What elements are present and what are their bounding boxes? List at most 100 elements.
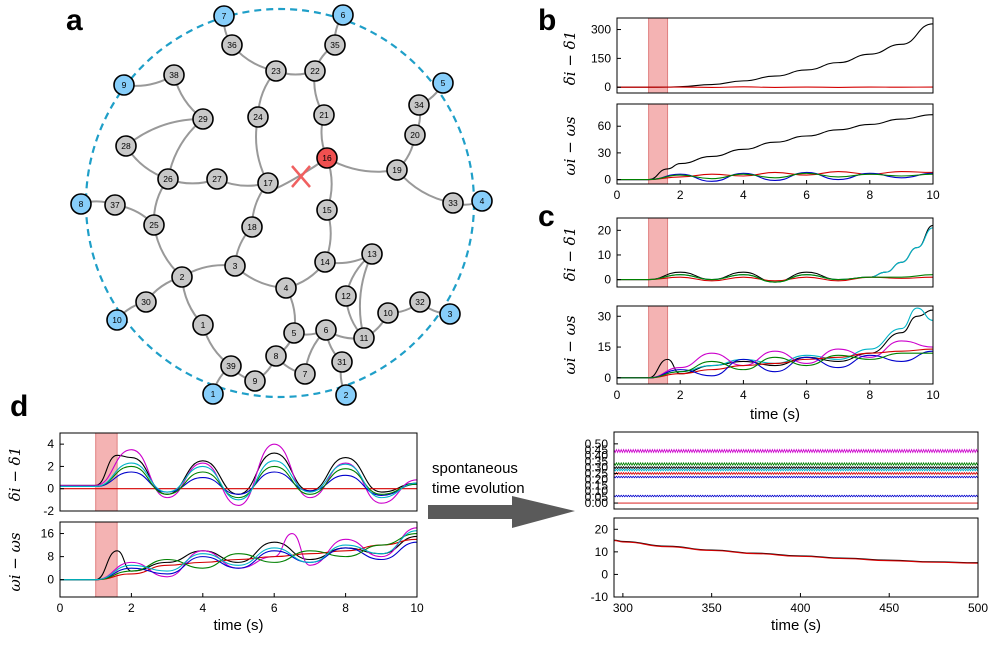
y-tick-label: 300: [591, 23, 611, 37]
network-node-interior: 30: [135, 291, 157, 313]
series-line: [60, 541, 417, 581]
x-tick-label: 10: [926, 388, 940, 402]
panel-label-b: b: [538, 4, 556, 37]
oscillating-series: [614, 475, 978, 479]
x-tick-label: 0: [614, 388, 621, 402]
node-label: 14: [320, 257, 330, 267]
node-label: 34: [414, 100, 424, 110]
x-tick-label: 6: [803, 388, 810, 402]
network-node-boundary: 8: [70, 193, 92, 215]
node-label: 2: [180, 272, 185, 282]
series-line: [617, 348, 933, 379]
node-circle: [143, 214, 165, 236]
node-label: 16: [322, 153, 332, 163]
perturbation-window: [648, 103, 669, 185]
y-tick-label: -10: [591, 590, 609, 604]
node-circle: [377, 302, 399, 324]
node-circle: [163, 64, 185, 86]
node-circle: [171, 266, 193, 288]
network-node-boundary: 6: [332, 4, 354, 26]
line-failure-mark: [291, 165, 311, 188]
y-tick-label: 10: [595, 545, 609, 559]
network-node-interior: 12: [335, 285, 357, 307]
network-node-interior: 17: [257, 172, 279, 194]
node-label: 18: [247, 222, 257, 232]
chart-b-top: 0 150 300 δi − δ1: [561, 17, 934, 94]
y-tick-label: 60: [598, 119, 612, 133]
oscillating-series: [614, 471, 978, 476]
node-label: 5: [441, 78, 446, 88]
node-label: 6: [324, 325, 329, 335]
node-circle: [241, 216, 263, 238]
network-node-interior: 37: [104, 194, 126, 216]
node-circle: [70, 193, 92, 215]
node-label: 8: [79, 199, 84, 209]
series-line: [617, 171, 933, 181]
node-label: 37: [110, 200, 120, 210]
x-axis-label: time (s): [771, 617, 821, 634]
node-label: 15: [322, 205, 332, 215]
series-line: [60, 465, 417, 499]
y-tick-label: 0.40: [585, 449, 609, 463]
node-circle: [115, 135, 137, 157]
y-tick-label: 0.25: [585, 466, 609, 480]
node-circle: [202, 383, 224, 405]
node-circle: [244, 370, 266, 392]
node-label: 9: [122, 80, 127, 90]
y-tick-label: 0.20: [585, 472, 609, 486]
node-circle: [104, 194, 126, 216]
y-tick-label: -2: [43, 504, 54, 518]
axes-frame: [59, 432, 418, 512]
node-label: 3: [448, 309, 453, 319]
y-axis-label: ωi − ωs: [561, 315, 579, 374]
network-node-interior: 26: [157, 168, 179, 190]
node-circle: [192, 314, 214, 336]
node-label: 27: [212, 174, 222, 184]
node-circle: [409, 291, 431, 313]
plot-area: [614, 448, 978, 504]
perturbation-window: [648, 17, 669, 94]
node-circle: [265, 60, 287, 82]
x-tick-label: 400: [790, 601, 810, 615]
node-label: 17: [263, 178, 273, 188]
node-label: 10: [112, 315, 122, 325]
network-edge: [125, 117, 204, 147]
node-label: 31: [337, 357, 347, 367]
oscillating-series: [614, 468, 978, 472]
node-circle: [332, 4, 354, 26]
x-tick-label: 2: [677, 388, 684, 402]
x-tick-label: 500: [968, 601, 988, 615]
network-node-boundary: 3: [439, 303, 461, 325]
series-line: [617, 340, 933, 379]
y-axis-label: ωi − ωs: [561, 116, 579, 175]
node-label: 9: [253, 376, 258, 386]
axes-frame: [59, 521, 418, 598]
y-tick-label: 20: [595, 522, 609, 536]
y-tick-label: 150: [591, 51, 611, 65]
annotation-line2: time evolution: [432, 480, 525, 497]
x-tick-label: 450: [879, 601, 899, 615]
chart-d-top: -2 0 2 4 δi − δ1: [6, 432, 418, 518]
chart-d-bottom: 0 8 16 0 2 4 6 8 10 time (s) ωi − ωs: [6, 521, 424, 634]
y-tick-label: 0: [601, 567, 608, 581]
network-node-interior: 8: [265, 345, 287, 367]
network-node-interior: 9: [244, 370, 266, 392]
node-circle: [316, 147, 338, 169]
x-axis-label: time (s): [214, 617, 264, 634]
x-tick-label: 8: [866, 188, 873, 202]
node-label: 4: [284, 283, 289, 293]
series-line: [614, 539, 978, 564]
network-node-interior: 21: [313, 104, 335, 126]
node-circle: [316, 199, 338, 221]
node-circle: [324, 34, 346, 56]
series-line: [60, 527, 417, 581]
chart-c-top: 0 10 20 δi − δ1: [561, 217, 934, 288]
network-node-interior: 20: [404, 124, 426, 146]
plot-area: [614, 539, 978, 564]
plot-area: [617, 224, 933, 283]
series-line: [617, 172, 933, 181]
y-tick-label: 30: [598, 309, 612, 323]
oscillating-series: [614, 448, 978, 454]
